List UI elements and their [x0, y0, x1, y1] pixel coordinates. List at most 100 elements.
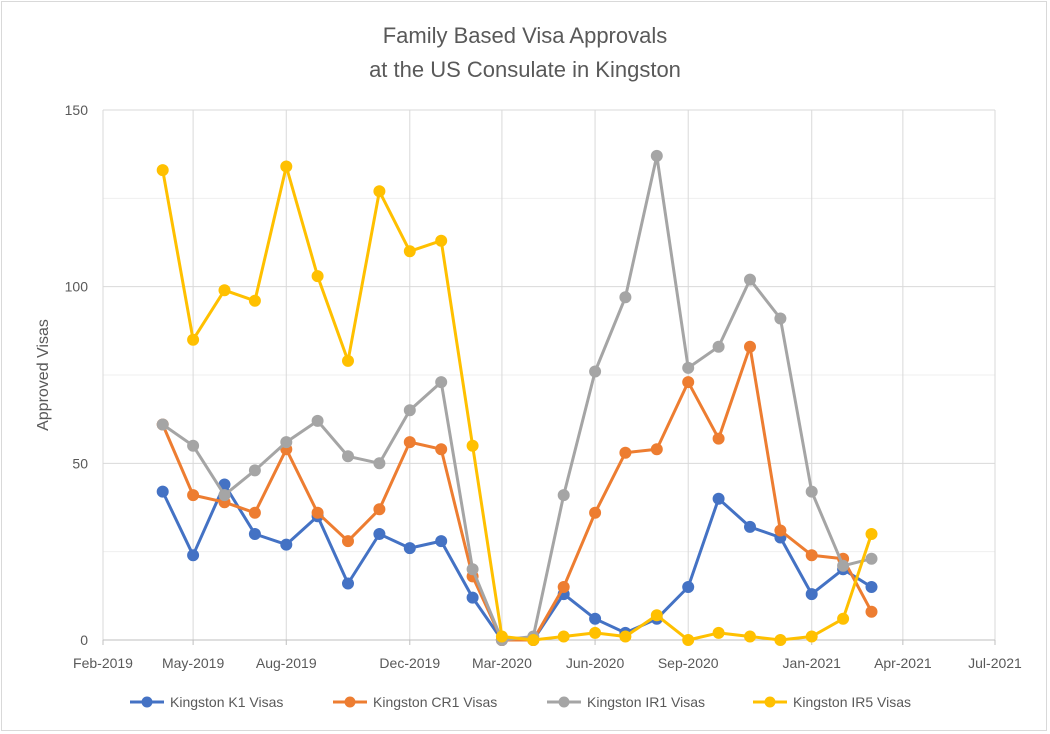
data-point — [619, 630, 632, 643]
data-point — [837, 612, 850, 625]
data-point — [218, 284, 231, 297]
data-point — [744, 630, 756, 643]
data-point — [744, 520, 756, 533]
data-point — [218, 489, 231, 502]
data-point — [248, 528, 261, 540]
data-point — [712, 492, 725, 505]
data-point — [280, 538, 293, 551]
legend-item: Kingston IR5 Visas — [753, 694, 911, 710]
data-point — [682, 361, 695, 374]
data-point — [435, 535, 448, 548]
x-tick-label: Feb-2019 — [73, 655, 133, 671]
y-tick-label: 50 — [72, 455, 88, 471]
series-line — [161, 483, 873, 642]
legend-label: Kingston IR5 Visas — [793, 694, 911, 710]
data-point — [837, 559, 850, 572]
data-point — [744, 273, 756, 286]
data-point — [342, 450, 354, 463]
data-point — [805, 630, 818, 643]
legend-item: Kingston CR1 Visas — [333, 694, 497, 710]
data-point — [403, 436, 416, 449]
series-1 — [156, 478, 878, 646]
data-point — [373, 528, 386, 540]
data-point — [280, 436, 293, 449]
chart-title-line-2: at the US Consulate in Kingston — [369, 57, 681, 82]
data-point — [682, 376, 695, 389]
data-point — [373, 457, 386, 470]
data-point — [650, 609, 663, 622]
data-point — [187, 549, 200, 562]
data-point — [589, 365, 602, 378]
data-point — [589, 626, 602, 639]
series-line — [161, 345, 873, 642]
data-point — [865, 605, 878, 618]
chart-title-line-1: Family Based Visa Approvals — [383, 23, 668, 48]
data-point — [619, 446, 632, 459]
data-point — [466, 439, 479, 452]
y-tick-label: 100 — [65, 279, 89, 295]
data-point — [435, 376, 448, 389]
data-point — [466, 591, 479, 604]
data-point — [682, 634, 695, 646]
data-point — [373, 503, 386, 516]
data-point — [187, 489, 200, 502]
data-point — [248, 506, 261, 519]
legend-marker — [764, 696, 776, 708]
data-point — [280, 160, 293, 173]
legend-marker — [141, 696, 153, 708]
legend-label: Kingston K1 Visas — [170, 694, 283, 710]
data-point — [865, 528, 878, 540]
x-tick-label: May-2019 — [162, 655, 224, 671]
series-2 — [156, 340, 878, 646]
data-point — [557, 581, 570, 593]
data-point — [712, 432, 725, 445]
x-tick-label: Dec-2019 — [379, 655, 440, 671]
legend-item: Kingston K1 Visas — [130, 694, 283, 710]
legend-marker — [558, 696, 570, 708]
x-tick-label: Jul-2021 — [968, 655, 1022, 671]
series-line — [161, 154, 872, 642]
data-point — [589, 612, 602, 625]
data-point — [527, 634, 540, 646]
x-tick-label: Mar-2020 — [472, 655, 532, 671]
data-point — [248, 294, 261, 307]
data-point — [311, 506, 324, 519]
x-tick-label: Jan-2021 — [783, 655, 842, 671]
series-4 — [156, 160, 878, 646]
legend-label: Kingston IR1 Visas — [587, 694, 705, 710]
legend: Kingston K1 Visas Kingston CR1 Visas Kings… — [130, 694, 911, 710]
data-point — [774, 524, 787, 537]
data-point — [650, 149, 663, 162]
data-point — [557, 630, 570, 643]
y-tick-label: 150 — [65, 102, 89, 118]
data-point — [403, 404, 416, 417]
data-point — [342, 577, 354, 590]
data-point — [342, 354, 354, 367]
legend-marker — [344, 696, 356, 708]
data-point — [187, 333, 200, 346]
x-tick-label: Aug-2019 — [256, 655, 317, 671]
data-point — [589, 506, 602, 519]
x-tick-label: Apr-2021 — [874, 655, 932, 671]
data-point — [466, 563, 479, 576]
data-point — [156, 164, 169, 177]
data-point — [156, 485, 169, 498]
series-group — [156, 149, 878, 646]
data-point — [435, 443, 448, 456]
x-tick-label: Jun-2020 — [566, 655, 625, 671]
y-tick-label: 0 — [80, 632, 88, 648]
series-line — [161, 165, 873, 642]
data-point — [342, 535, 354, 548]
axes: 0 50 100 150 Feb-2019 May-2019 Aug-2019 Dec-201… — [65, 102, 1022, 671]
data-point — [373, 185, 386, 198]
data-point — [744, 340, 756, 353]
data-point — [805, 549, 818, 562]
data-point — [619, 291, 632, 304]
data-point — [435, 234, 448, 247]
data-point — [557, 489, 570, 502]
x-tick-label: Sep-2020 — [658, 655, 719, 671]
data-point — [187, 439, 200, 452]
data-point — [712, 626, 725, 639]
data-point — [865, 552, 878, 565]
data-point — [403, 542, 416, 555]
